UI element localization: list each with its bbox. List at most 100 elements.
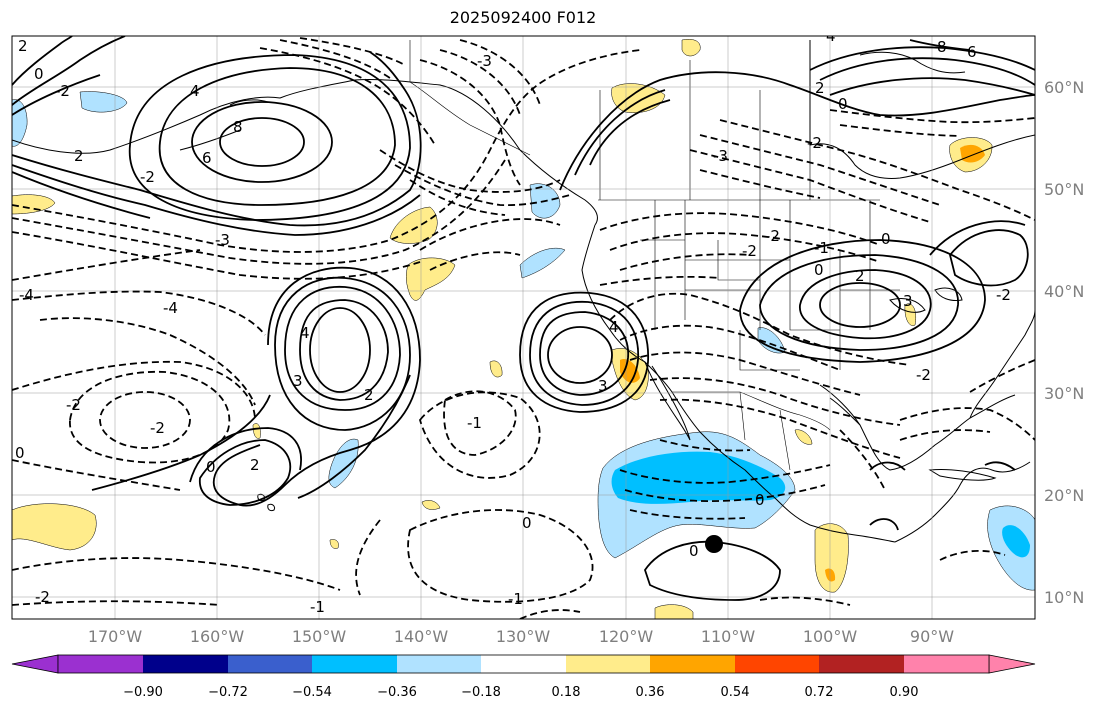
- contour-label: -2: [916, 366, 931, 384]
- contour-label: 6: [967, 43, 977, 61]
- colorbar-segment: [312, 655, 397, 673]
- colorbar-tick-label: 0.54: [721, 685, 750, 700]
- map-title: 2025092400 F012: [449, 8, 597, 27]
- contour-label: -1: [467, 414, 482, 432]
- contour-label: 4: [826, 27, 836, 45]
- contour-labels: 2 0 -2 8 6 4 2 -2 -3 -3 4 2 0 -2 -4 -2 -…: [15, 27, 1011, 616]
- fill-yellow: [12, 503, 97, 551]
- contour-label: -1: [814, 239, 829, 257]
- colorbar-segment: [566, 655, 650, 673]
- contour-label: 0: [15, 444, 25, 462]
- contour-label: 2: [250, 456, 260, 474]
- contour-label: -3: [713, 147, 728, 165]
- contour-label: 2: [815, 79, 825, 97]
- contour-label: 4: [609, 318, 619, 336]
- contour-label: 0: [814, 261, 824, 279]
- fill-yellow: [252, 423, 261, 439]
- contour-label: -2: [996, 286, 1011, 304]
- contour-label: 2: [364, 386, 374, 404]
- contour-label: -2: [742, 242, 757, 260]
- colorbar-segment: [735, 655, 819, 673]
- lon-label: 90°W: [910, 627, 954, 646]
- contour-label: -4: [163, 299, 178, 317]
- colorbar-segment: [904, 655, 989, 673]
- fill-yellow: [654, 604, 694, 619]
- fill-blue-deep: [1002, 525, 1030, 558]
- contour-label: 3: [903, 292, 913, 310]
- contour-label: 0: [34, 65, 44, 83]
- fill-yellow: [681, 39, 701, 57]
- colorbar-tick-label: 0.18: [552, 685, 581, 700]
- colorbar-tick-label: −0.36: [377, 685, 417, 700]
- contour-label: -1: [508, 590, 523, 608]
- storm-center-marker: [705, 535, 723, 553]
- colorbar-tick-label: 0.90: [890, 685, 919, 700]
- colorbar-tick-label: −0.90: [123, 685, 163, 700]
- lon-label: 110°W: [701, 627, 756, 646]
- fill-yellow: [329, 539, 339, 549]
- fill-yellow: [12, 194, 56, 215]
- lon-label: 140°W: [394, 627, 449, 646]
- contour-label: 0: [522, 514, 532, 532]
- colorbar-tick-label: −0.72: [208, 685, 248, 700]
- contour-label: -3: [477, 52, 492, 70]
- contour-label: -3: [215, 231, 230, 249]
- colorbar-extend-min: [11, 654, 59, 674]
- contour-label: -2: [140, 168, 155, 186]
- map-content: 2 0 -2 8 6 4 2 -2 -3 -3 4 2 0 -2 -4 -2 -…: [12, 27, 1035, 619]
- colorbar-tick-label: −0.54: [292, 685, 332, 700]
- dashed-contours: [12, 37, 1035, 619]
- contour-label: -2: [807, 134, 822, 152]
- contour-label: -1: [310, 598, 325, 616]
- lon-label: 100°W: [803, 627, 858, 646]
- fill-blue-deep: [611, 451, 786, 504]
- gridlines: [12, 36, 1035, 619]
- fill-blue-light: [519, 247, 566, 279]
- colorbar-tick-labels: −0.90 −0.72 −0.54 −0.36 −0.18 0.18 0.36 …: [123, 685, 918, 700]
- fill-yellow: [421, 500, 441, 510]
- contour-label: 8: [233, 118, 243, 136]
- contour-label: 8: [937, 38, 947, 56]
- fill-yellow: [814, 523, 849, 593]
- lat-tick-labels: 60°N 50°N 40°N 30°N 20°N 10°N: [1044, 78, 1084, 607]
- contour-label: -2: [35, 588, 50, 606]
- fill-yellow: [489, 360, 503, 378]
- lon-label: 150°W: [292, 627, 347, 646]
- lon-label: 160°W: [190, 627, 245, 646]
- colorbar-segment: [650, 655, 735, 673]
- contour-label: 3: [598, 377, 608, 395]
- fill-yellow: [794, 429, 813, 445]
- lat-label: 10°N: [1044, 588, 1084, 607]
- contour-label: -2: [150, 419, 165, 437]
- solid-contours: [12, 36, 1035, 601]
- colorbar-segment: [397, 655, 481, 673]
- contour-label: -4: [19, 286, 34, 304]
- contour-label: 2: [855, 267, 865, 285]
- lat-label: 20°N: [1044, 486, 1084, 505]
- lat-label: 50°N: [1044, 180, 1084, 199]
- fill-orange: [620, 359, 640, 383]
- contour-label: -2: [765, 227, 780, 245]
- colorbar-tick-label: −0.18: [461, 685, 501, 700]
- lat-label: 60°N: [1044, 78, 1084, 97]
- fill-blue-light: [12, 99, 28, 147]
- contour-label: 4: [190, 82, 200, 100]
- contour-label: -2: [55, 82, 70, 100]
- fill-orange: [960, 144, 985, 163]
- contour-label: 0: [881, 230, 891, 248]
- colorbar-segment: [143, 655, 228, 673]
- contour-label: 0: [689, 542, 699, 560]
- contour-label: 0: [838, 95, 848, 113]
- colorbar-segment: [228, 655, 312, 673]
- contour-label: 0: [755, 491, 765, 509]
- colorbar-extend-max: [988, 654, 1036, 674]
- contour-label: 0: [206, 458, 216, 476]
- contour-label: 2: [18, 37, 28, 55]
- contour-label: 3: [293, 372, 303, 390]
- fill-yellow: [406, 257, 456, 301]
- lon-label: 120°W: [599, 627, 654, 646]
- colorbar-tick-label: 0.72: [805, 685, 834, 700]
- lon-tick-labels: 170°W 160°W 150°W 140°W 130°W 120°W 110°…: [88, 627, 954, 646]
- colorbar-frame: [57, 654, 990, 674]
